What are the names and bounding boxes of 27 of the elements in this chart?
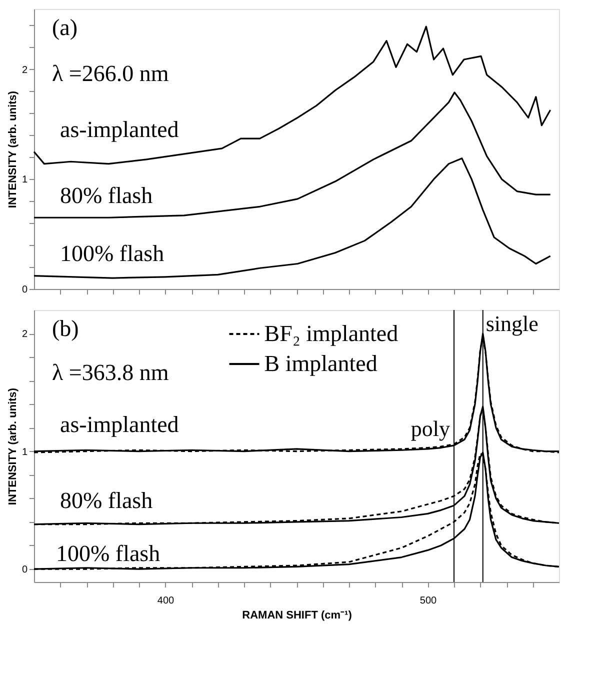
y-axis-title: INTENSITY (arb. units): [6, 90, 19, 208]
annotation: as-implanted: [60, 412, 180, 437]
y-tick-label: 2: [22, 64, 28, 76]
y-tick-label: 1: [22, 174, 28, 186]
x-tick-label: 500: [420, 596, 438, 606]
annotation: 80% flash: [60, 488, 154, 513]
y-axis-title: INTENSITY (arb. units): [6, 388, 19, 506]
annotation: 100% flash: [60, 241, 165, 266]
annotation: (a): [52, 15, 78, 40]
line-series: [33, 92, 552, 218]
y-tick-label: 0: [22, 564, 28, 576]
ref-line-label: poly: [410, 416, 450, 441]
annotation: 100% flash: [56, 541, 161, 566]
legend-label: B implanted: [264, 351, 378, 376]
y-tick-label: 2: [22, 329, 28, 340]
y-tick-label: 0: [22, 284, 28, 296]
legend-label: BF₂ implanted: [264, 321, 399, 346]
annotation: (b): [52, 316, 79, 341]
annotation: λ =363.8 nm: [52, 360, 169, 385]
annotation: λ =266.0 nm: [52, 61, 169, 86]
annotation: as-implanted: [60, 117, 180, 142]
x-axis-title: RAMAN SHIFT (cm⁻¹): [242, 610, 352, 622]
ref-line-label: single: [486, 311, 538, 336]
line-series: [33, 158, 552, 279]
y-tick-label: 1: [22, 446, 28, 458]
x-tick-label: 400: [157, 596, 175, 606]
annotation: 80% flash: [60, 183, 154, 208]
